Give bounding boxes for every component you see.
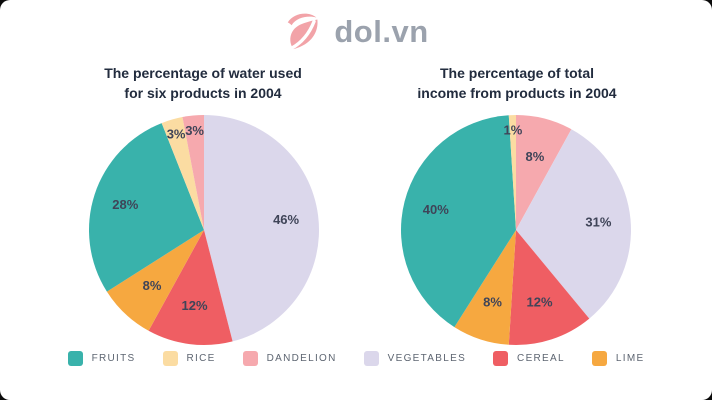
pie-slice-cereal (508, 230, 590, 345)
pie-slice-dandelion (516, 115, 572, 230)
pie-label-dandelion: 8% (526, 149, 545, 164)
chart-title-income-line2: income from products in 2004 (417, 84, 617, 101)
legend-label-cereal: CEREAL (517, 353, 565, 364)
pie-label-vegetables: 46% (273, 212, 299, 227)
chart-title-water-line1: The percentage of water used (104, 65, 302, 81)
legend-swatch-dandelion (242, 351, 258, 366)
pie-chart-income: 8% 31% 12% 8% 40% 1% (401, 115, 632, 345)
legend-item-dandelion: DANDELION (242, 351, 337, 366)
pie-label-lime: 8% (143, 278, 162, 293)
chart-title-water: The percentage of water used for six pro… (25, 64, 381, 103)
pie-label-cereal: 12% (181, 298, 207, 313)
pie-slice-fruits (401, 115, 516, 328)
dol-logo-icon (288, 13, 318, 50)
logo-text: dol.vn (334, 13, 429, 49)
legend-swatch-fruits (67, 351, 83, 366)
pie-slice-dandelion (182, 115, 204, 230)
pie-label-dandelion: 3% (185, 123, 204, 138)
pie-label-fruits: 40% (423, 202, 449, 217)
legend-swatch-cereal (493, 351, 509, 366)
legend-label-lime: LIME (615, 353, 645, 364)
legend-swatch-vegetables (363, 351, 379, 366)
pie-label-cereal: 12% (526, 295, 552, 310)
pie-slice-lime (454, 230, 516, 345)
pie-label-fruits: 28% (112, 197, 138, 212)
pie-label-rice: 3% (167, 126, 186, 141)
pie-slice-vegetables (516, 129, 632, 319)
pie-slice-fruits (89, 123, 204, 292)
legend-label-dandelion: DANDELION (266, 353, 337, 364)
legend-item-fruits: FRUITS (67, 351, 136, 366)
legend-item-rice: RICE (162, 351, 216, 366)
legend-swatch-rice (162, 351, 178, 366)
chart-title-water-line2: for six products in 2004 (124, 84, 282, 101)
logo: dol.vn (0, 10, 712, 52)
pie-slice-rice (508, 115, 516, 230)
pie-slice-lime (106, 230, 204, 331)
legend-item-cereal: CEREAL (493, 351, 565, 366)
chart-title-income: The percentage of total income from prod… (339, 64, 695, 103)
legend-label-fruits: FRUITS (91, 353, 136, 364)
legend-swatch-lime (591, 351, 607, 366)
pie-slice-rice (161, 117, 204, 230)
legend-label-rice: RICE (186, 353, 216, 364)
chart-title-income-line1: The percentage of total (439, 65, 595, 81)
pie-chart-water: 46% 12% 8% 28% 3% 3% (89, 115, 320, 346)
legend-item-lime: LIME (591, 351, 645, 366)
pie-label-rice: 1% (504, 123, 523, 138)
pie-slice-cereal (148, 230, 233, 346)
pie-label-lime: 8% (483, 295, 502, 310)
pie-slice-vegetables (204, 115, 320, 342)
legend: FRUITS RICE DANDELION VEGETABLES CEREAL LIME (0, 351, 712, 366)
legend-label-vegetables: VEGETABLES (387, 353, 467, 364)
pie-label-vegetables: 31% (585, 215, 611, 230)
legend-item-vegetables: VEGETABLES (363, 351, 467, 366)
